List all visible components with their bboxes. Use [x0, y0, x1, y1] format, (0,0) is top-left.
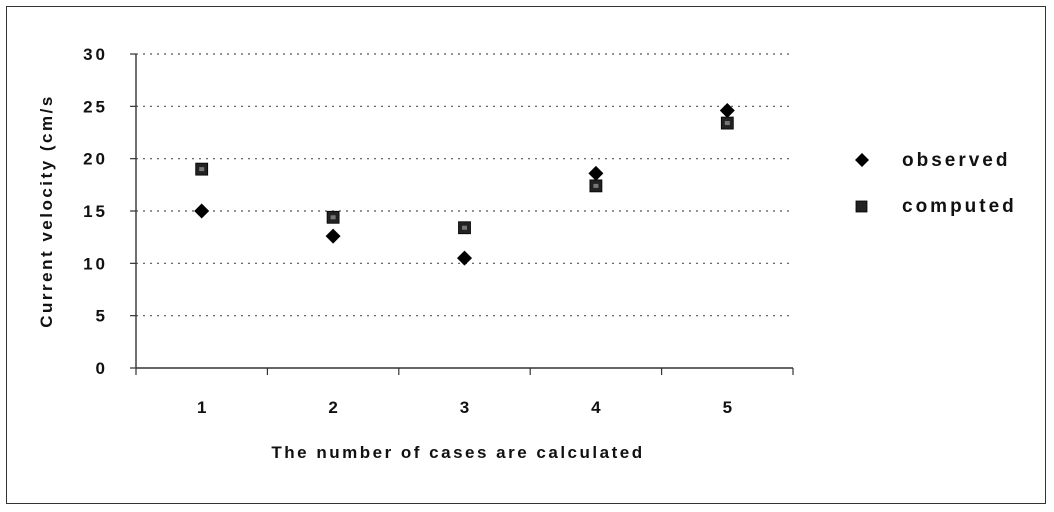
- gridlines: [136, 53, 793, 317]
- y-tick-label-5: 5: [96, 307, 108, 326]
- point-computed-highlight-4: [593, 183, 599, 188]
- x-axis-title: The number of cases are calculated: [271, 443, 644, 462]
- legend-label-observed: observed: [902, 150, 1010, 171]
- x-tick-label-4: 4: [591, 398, 601, 417]
- chart-frame: [6, 6, 1046, 504]
- data-points: [194, 103, 735, 266]
- y-tick-label-30: 30: [83, 45, 108, 64]
- point-observed-4: [588, 165, 604, 181]
- y-tick-label-0: 0: [96, 359, 108, 378]
- x-tick-label-2: 2: [328, 398, 337, 417]
- y-tick-label-25: 25: [83, 97, 108, 116]
- legend-marker-computed: [855, 200, 868, 213]
- legend: observed computed: [855, 150, 1017, 217]
- point-computed-highlight-3: [462, 225, 467, 230]
- legend-label-computed: computed: [902, 196, 1017, 217]
- y-tick-label-15: 15: [83, 202, 108, 221]
- point-observed-3: [457, 250, 472, 266]
- x-tick-label-5: 5: [723, 398, 732, 417]
- point-observed-5: [719, 103, 735, 119]
- y-tick-label-20: 20: [83, 150, 108, 169]
- point-computed-highlight-5: [724, 121, 730, 126]
- point-observed-2: [325, 228, 341, 244]
- point-computed-highlight-2: [330, 215, 336, 220]
- x-tick-label-3: 3: [460, 398, 469, 417]
- point-observed-1: [194, 203, 210, 219]
- legend-marker-observed: [855, 153, 869, 167]
- x-tick-labels: 1 2 3 4 5: [197, 398, 732, 417]
- axes: [130, 53, 794, 375]
- y-tick-labels: 0 5 10 15 20 25 30: [83, 45, 108, 378]
- y-axis-title: Current velocity (cm/s: [37, 94, 56, 328]
- x-tick-label-1: 1: [197, 398, 206, 417]
- point-computed-highlight-1: [199, 167, 205, 172]
- y-tick-label-10: 10: [83, 254, 108, 273]
